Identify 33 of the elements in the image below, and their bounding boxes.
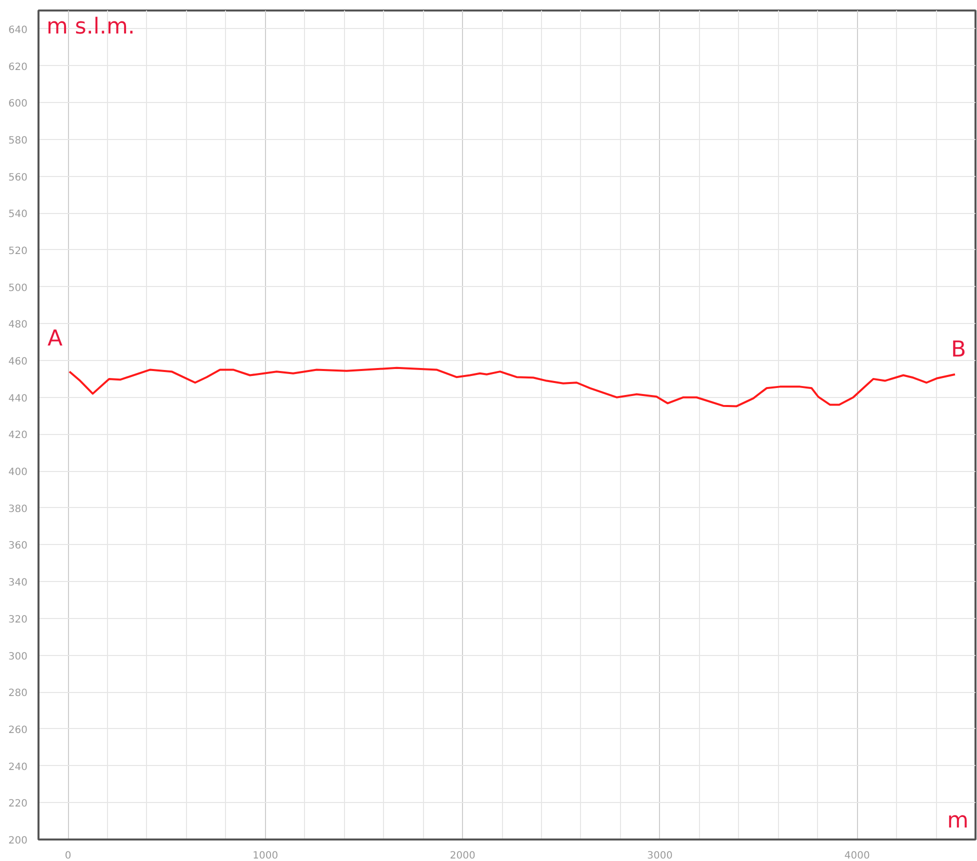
y-tick-label: 280: [8, 688, 28, 700]
y-tick-label: 380: [8, 504, 28, 515]
y-tick-label: 400: [8, 467, 28, 478]
annotation: B: [950, 337, 966, 362]
x-tick-label: 1000: [252, 850, 278, 861]
y-tick-label: 260: [8, 724, 28, 736]
y-tick-label: 420: [8, 430, 28, 442]
y-tick-label: 500: [8, 282, 28, 294]
y-tick-label: 600: [8, 98, 28, 110]
y-tick-label: 300: [8, 651, 28, 662]
x-tick-label: 0: [64, 850, 72, 861]
y-tick-label: 340: [8, 578, 28, 589]
y-tick-label: 520: [8, 246, 28, 257]
line-series: [68, 366, 956, 408]
y-tick-label: 480: [8, 320, 28, 331]
y-tick-label: 320: [8, 614, 28, 626]
y-tick-label: 440: [8, 393, 28, 404]
x-axis-title: m: [947, 808, 969, 834]
y-tick-label: 580: [8, 135, 28, 146]
y-tick-label: 360: [8, 540, 28, 552]
x-tick-label: 4000: [844, 850, 870, 861]
y-tick-label: 560: [8, 172, 28, 184]
y-tick-label: 620: [8, 62, 28, 73]
x-tick-label: 3000: [647, 850, 673, 861]
y-tick-label: 240: [8, 762, 28, 773]
y-tick-label: 640: [8, 24, 28, 36]
annotation: A: [47, 326, 63, 352]
y-axis-title: m s.l.m.: [46, 14, 135, 40]
y-tick-label: 220: [8, 798, 28, 810]
y-tick-label: 540: [8, 209, 28, 220]
y-tick-label: 200: [8, 836, 28, 846]
y-tick-label: 460: [8, 356, 28, 368]
x-tick-label: 2000: [450, 850, 476, 861]
